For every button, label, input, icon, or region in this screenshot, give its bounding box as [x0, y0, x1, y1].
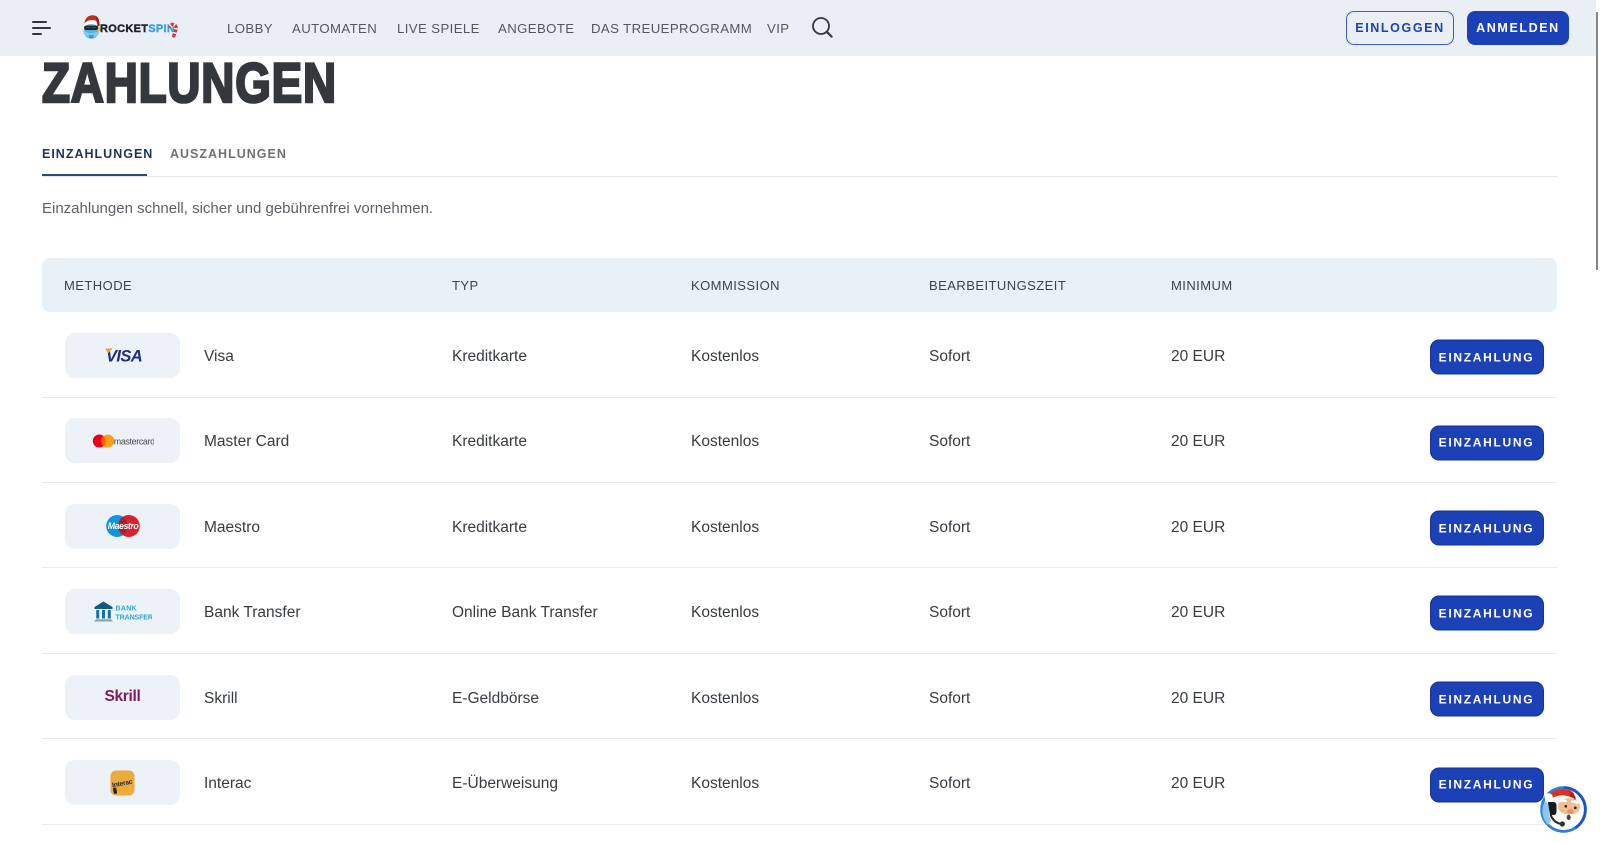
svg-text:Maestro: Maestro — [107, 521, 139, 531]
svg-text:mastercard: mastercard — [113, 436, 153, 446]
svg-text:Interac: Interac — [112, 778, 134, 789]
svg-text:TRANSFER: TRANSFER — [115, 614, 152, 621]
svg-text:BANK: BANK — [115, 605, 136, 612]
svg-text:VISA: VISA — [106, 348, 142, 366]
